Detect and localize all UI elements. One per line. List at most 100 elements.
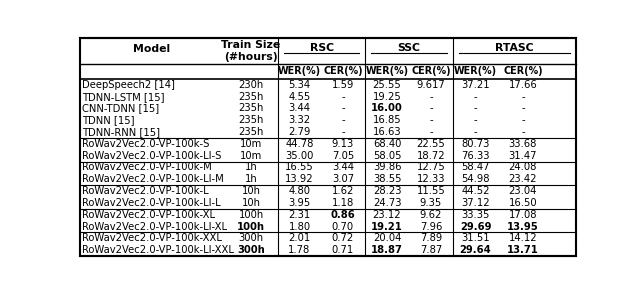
Text: 1h: 1h	[244, 174, 257, 184]
Text: 19.21: 19.21	[371, 222, 403, 231]
Text: -: -	[521, 92, 525, 102]
Text: 4.80: 4.80	[289, 186, 310, 196]
Text: 39.86: 39.86	[372, 162, 401, 172]
Text: CNN-TDNN [15]: CNN-TDNN [15]	[82, 103, 159, 113]
Text: 7.89: 7.89	[420, 233, 442, 243]
Text: -: -	[521, 115, 525, 125]
Text: 0.71: 0.71	[332, 245, 354, 255]
Text: 17.66: 17.66	[509, 80, 538, 90]
Text: 31.47: 31.47	[509, 151, 537, 161]
Text: 14.12: 14.12	[509, 233, 537, 243]
Text: 76.33: 76.33	[461, 151, 490, 161]
Text: -: -	[341, 115, 345, 125]
Text: 1.80: 1.80	[289, 222, 310, 231]
Text: 1h: 1h	[244, 162, 257, 172]
Text: -: -	[341, 92, 345, 102]
Text: 58.05: 58.05	[372, 151, 401, 161]
Text: 24.73: 24.73	[372, 198, 401, 208]
Text: 0.70: 0.70	[332, 222, 354, 231]
Text: 9.13: 9.13	[332, 139, 354, 149]
Text: 1.78: 1.78	[289, 245, 310, 255]
Text: 3.44: 3.44	[289, 103, 310, 113]
Text: 29.64: 29.64	[460, 245, 492, 255]
Text: RSC: RSC	[310, 43, 334, 53]
Text: RoWav2Vec2.0-VP-100k-M: RoWav2Vec2.0-VP-100k-M	[82, 162, 212, 172]
Text: 58.47: 58.47	[461, 162, 490, 172]
Text: 235h: 235h	[239, 103, 264, 113]
Text: 3.32: 3.32	[289, 115, 310, 125]
Text: 22.55: 22.55	[417, 139, 445, 149]
Text: 44.52: 44.52	[461, 186, 490, 196]
Text: 68.40: 68.40	[373, 139, 401, 149]
Text: -: -	[429, 115, 433, 125]
Text: TDNN-LSTM [15]: TDNN-LSTM [15]	[82, 92, 164, 102]
Text: -: -	[474, 115, 477, 125]
Text: 2.31: 2.31	[289, 210, 310, 220]
Text: 80.73: 80.73	[461, 139, 490, 149]
Text: 16.63: 16.63	[372, 127, 401, 137]
Text: 235h: 235h	[239, 115, 264, 125]
Text: Model: Model	[133, 44, 170, 54]
Text: 300h: 300h	[239, 233, 264, 243]
Text: 0.72: 0.72	[332, 233, 354, 243]
Text: WER(%): WER(%)	[454, 66, 497, 76]
Text: 38.55: 38.55	[372, 174, 401, 184]
Text: Train Size
(#hours): Train Size (#hours)	[221, 40, 281, 62]
Text: 300h: 300h	[237, 245, 265, 255]
Text: -: -	[341, 127, 345, 137]
Text: 9.62: 9.62	[420, 210, 442, 220]
Text: 1.18: 1.18	[332, 198, 354, 208]
Text: RoWav2Vec2.0-VP-100k-LI-L: RoWav2Vec2.0-VP-100k-LI-L	[82, 198, 221, 208]
Text: 31.51: 31.51	[461, 233, 490, 243]
Text: 16.85: 16.85	[372, 115, 401, 125]
Text: 1.59: 1.59	[332, 80, 354, 90]
Text: 12.33: 12.33	[417, 174, 445, 184]
Text: 35.00: 35.00	[285, 151, 314, 161]
Text: WER(%): WER(%)	[278, 66, 321, 76]
Text: 10m: 10m	[240, 151, 262, 161]
Text: 3.07: 3.07	[332, 174, 354, 184]
Text: 19.25: 19.25	[372, 92, 401, 102]
Text: 17.08: 17.08	[509, 210, 537, 220]
Text: -: -	[474, 92, 477, 102]
Text: -: -	[341, 103, 345, 113]
Text: 10h: 10h	[242, 186, 260, 196]
Text: 9.617: 9.617	[417, 80, 445, 90]
Text: 7.96: 7.96	[420, 222, 442, 231]
Text: RoWav2Vec2.0-VP-100k-XXL: RoWav2Vec2.0-VP-100k-XXL	[82, 233, 222, 243]
Text: 13.71: 13.71	[507, 245, 539, 255]
Text: SSC: SSC	[397, 43, 420, 53]
Text: 23.42: 23.42	[509, 174, 537, 184]
Text: 13.95: 13.95	[507, 222, 539, 231]
Text: 44.78: 44.78	[285, 139, 314, 149]
Text: 16.50: 16.50	[509, 198, 537, 208]
Text: 16.00: 16.00	[371, 103, 403, 113]
Text: RoWav2Vec2.0-VP-100k-LI-M: RoWav2Vec2.0-VP-100k-LI-M	[82, 174, 224, 184]
Text: 100h: 100h	[237, 222, 265, 231]
Text: 12.75: 12.75	[417, 162, 445, 172]
Text: 235h: 235h	[239, 92, 264, 102]
Text: -: -	[429, 103, 433, 113]
Text: 3.95: 3.95	[289, 198, 310, 208]
Text: -: -	[474, 103, 477, 113]
Text: WER(%): WER(%)	[365, 66, 408, 76]
Text: 24.08: 24.08	[509, 162, 537, 172]
Text: DeepSpeech2 [14]: DeepSpeech2 [14]	[82, 80, 175, 90]
Text: -: -	[429, 127, 433, 137]
Text: RoWav2Vec2.0-VP-100k-L: RoWav2Vec2.0-VP-100k-L	[82, 186, 209, 196]
Text: RoWav2Vec2.0-VP-100k-S: RoWav2Vec2.0-VP-100k-S	[82, 139, 209, 149]
Text: 7.87: 7.87	[420, 245, 442, 255]
Text: 2.79: 2.79	[288, 127, 310, 137]
Text: 3.44: 3.44	[332, 162, 354, 172]
Text: 18.72: 18.72	[417, 151, 445, 161]
Text: 2.01: 2.01	[289, 233, 310, 243]
Text: 23.04: 23.04	[509, 186, 537, 196]
Text: 4.55: 4.55	[289, 92, 310, 102]
Text: 54.98: 54.98	[461, 174, 490, 184]
Text: 100h: 100h	[239, 210, 264, 220]
Text: 28.23: 28.23	[372, 186, 401, 196]
Text: 18.87: 18.87	[371, 245, 403, 255]
Text: 11.55: 11.55	[417, 186, 445, 196]
Text: CER(%): CER(%)	[323, 66, 363, 76]
Text: 37.21: 37.21	[461, 80, 490, 90]
